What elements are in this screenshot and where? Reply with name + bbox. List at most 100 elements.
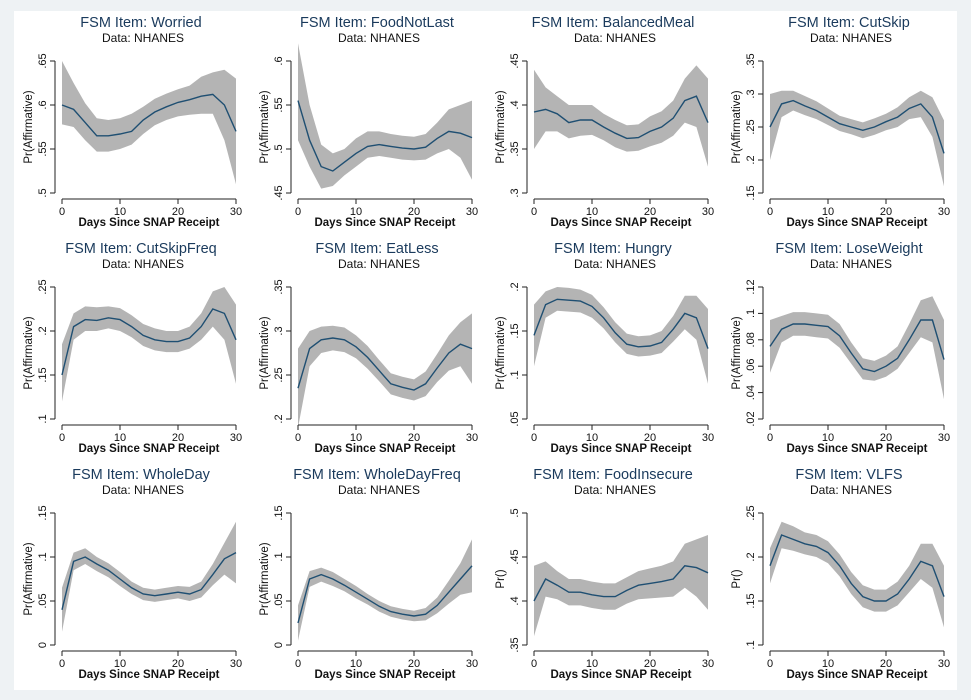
y-tick-label: .25 <box>745 505 757 520</box>
y-tick-label: .1 <box>37 552 49 561</box>
x-tick-label: 20 <box>408 432 420 444</box>
x-axis-label: Days Since SNAP Receipt <box>78 443 219 455</box>
y-tick-label: 0 <box>37 642 49 648</box>
chart-subtitle: Data: NHANES <box>102 483 184 497</box>
y-tick-label: .5 <box>273 144 285 153</box>
x-tick-label: 10 <box>114 206 126 218</box>
y-tick-label: .15 <box>273 505 285 520</box>
y-tick-label: .45 <box>273 185 285 200</box>
x-tick-label: 30 <box>230 432 242 444</box>
chart-panel: FSM Item: LoseWeight Data: NHANES .02 .04 .0… <box>722 237 952 464</box>
x-axis-label: Days Since SNAP Receipt <box>786 443 927 455</box>
y-tick-label: .15 <box>509 323 521 338</box>
x-tick-label: 20 <box>880 206 892 218</box>
fitted-line <box>533 565 709 602</box>
chart-panel: FSM Item: Worried Data: NHANES .5 .55 .6 .65 0… <box>14 11 244 238</box>
y-tick-label: .45 <box>509 549 521 564</box>
confidence-band <box>298 539 472 641</box>
y-tick-label: .35 <box>273 279 285 294</box>
y-axis-label: Pr(Affirmative) <box>259 316 271 389</box>
y-tick-label: .2 <box>37 326 49 335</box>
x-tick-label: 0 <box>59 432 65 444</box>
x-axis-label: Days Since SNAP Receipt <box>314 217 455 229</box>
y-axis-label: Pr(Affirmative) <box>495 90 507 163</box>
confidence-band <box>770 521 944 628</box>
y-tick-label: .55 <box>37 141 49 156</box>
y-tick-label: .4 <box>509 596 521 605</box>
x-tick-label: 0 <box>295 206 301 218</box>
chart-subtitle: Data: NHANES <box>102 31 184 45</box>
confidence-band <box>534 287 708 384</box>
x-tick-label: 20 <box>880 658 892 670</box>
x-tick-label: 20 <box>408 206 420 218</box>
y-tick-label: .55 <box>273 97 285 112</box>
x-tick-label: 10 <box>586 432 598 444</box>
y-tick-label: .25 <box>37 279 49 294</box>
x-tick-label: 30 <box>938 658 950 670</box>
chart-title: FSM Item: VLFS <box>795 467 902 483</box>
x-tick-label: 0 <box>295 432 301 444</box>
x-tick-label: 30 <box>466 658 478 670</box>
y-tick-label: .5 <box>509 508 521 517</box>
x-tick-label: 10 <box>350 206 362 218</box>
x-axis-label: Days Since SNAP Receipt <box>78 217 219 229</box>
confidence-band <box>534 65 708 167</box>
y-tick-label: .15 <box>37 505 49 520</box>
y-tick-label: .35 <box>509 141 521 156</box>
x-tick-label: 20 <box>644 658 656 670</box>
y-tick-label: .35 <box>745 53 757 68</box>
chart-title: FSM Item: FoodNotLast <box>300 15 454 31</box>
chart-panel: FSM Item: FoodNotLast Data: NHANES .45 .5 .5… <box>250 11 480 238</box>
x-tick-label: 10 <box>822 206 834 218</box>
confidence-band <box>770 296 944 400</box>
x-tick-label: 30 <box>938 206 950 218</box>
confidence-band <box>298 313 472 428</box>
chart-panel: FSM Item: CutSkipFreq Data: NHANES .1 .15 .2… <box>14 237 244 464</box>
x-tick-label: 30 <box>702 432 714 444</box>
chart-panel: FSM Item: VLFS Data: NHANES .1 .15 .2 .25 0 10 2… <box>722 463 952 690</box>
chart-title: FSM Item: WholeDayFreq <box>293 467 461 483</box>
fitted-line <box>769 319 945 373</box>
y-tick-label: .12 <box>745 279 757 294</box>
fitted-line <box>61 93 237 137</box>
y-tick-label: .45 <box>509 53 521 68</box>
chart-title: FSM Item: Hungry <box>554 241 672 257</box>
fitted-line <box>297 565 473 624</box>
fitted-line <box>297 100 473 172</box>
chart-panel: FSM Item: WholeDayFreq Data: NHANES 0 .05 .1… <box>250 463 480 690</box>
y-tick-label: .05 <box>509 411 521 426</box>
y-axis-label: Pr(Affirmative) <box>731 316 743 389</box>
y-axis-label: Pr(Affirmative) <box>23 90 35 163</box>
figure-grid: FSM Item: Worried Data: NHANES .5.55.6.65 0… <box>14 11 957 690</box>
chart-panel: FSM Item: EatLess Data: NHANES .2 .25 .3 .35 0… <box>250 237 480 464</box>
chart-title: FSM Item: EatLess <box>315 241 438 257</box>
y-tick-label: .5 <box>37 188 49 197</box>
y-axis-label: Pr(Affirmative) <box>495 316 507 389</box>
fitted-line <box>61 308 237 376</box>
y-tick-label: .06 <box>745 359 757 374</box>
x-axis-label: Days Since SNAP Receipt <box>550 217 691 229</box>
x-tick-label: 20 <box>172 432 184 444</box>
y-tick-label: .3 <box>509 188 521 197</box>
x-tick-label: 10 <box>586 658 598 670</box>
y-axis-label: Pr() <box>731 569 743 588</box>
chart-title: FSM Item: BalancedMeal <box>532 15 695 31</box>
y-tick-label: .05 <box>273 593 285 608</box>
x-tick-label: 10 <box>114 658 126 670</box>
chart-title: FSM Item: CutSkip <box>788 15 910 31</box>
x-tick-label: 10 <box>114 432 126 444</box>
y-tick-label: .08 <box>745 332 757 347</box>
x-tick-label: 10 <box>822 432 834 444</box>
y-tick-label: .2 <box>273 414 285 423</box>
confidence-band <box>62 287 236 402</box>
x-tick-label: 0 <box>531 432 537 444</box>
chart-title: FSM Item: CutSkipFreq <box>65 241 216 257</box>
y-tick-label: .1 <box>509 370 521 379</box>
